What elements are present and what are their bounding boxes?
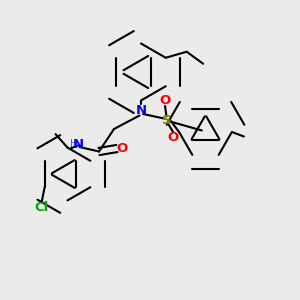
Text: O: O xyxy=(159,94,171,107)
Text: Cl: Cl xyxy=(34,201,49,214)
Text: O: O xyxy=(167,131,179,144)
Text: O: O xyxy=(116,142,127,155)
Text: S: S xyxy=(162,113,171,127)
Text: H: H xyxy=(70,139,78,149)
Text: N: N xyxy=(72,137,84,151)
Text: N: N xyxy=(135,104,147,118)
